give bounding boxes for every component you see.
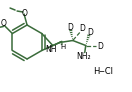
Text: H‒Cl: H‒Cl [93, 68, 113, 76]
Text: H: H [60, 45, 65, 51]
Text: D: D [67, 23, 73, 32]
Text: O: O [22, 9, 27, 17]
Text: D: D [79, 24, 85, 33]
Text: O: O [0, 19, 6, 28]
Text: NH₂: NH₂ [76, 52, 91, 61]
Text: D: D [97, 42, 103, 51]
Text: NH: NH [45, 45, 56, 54]
Text: D: D [87, 28, 93, 37]
